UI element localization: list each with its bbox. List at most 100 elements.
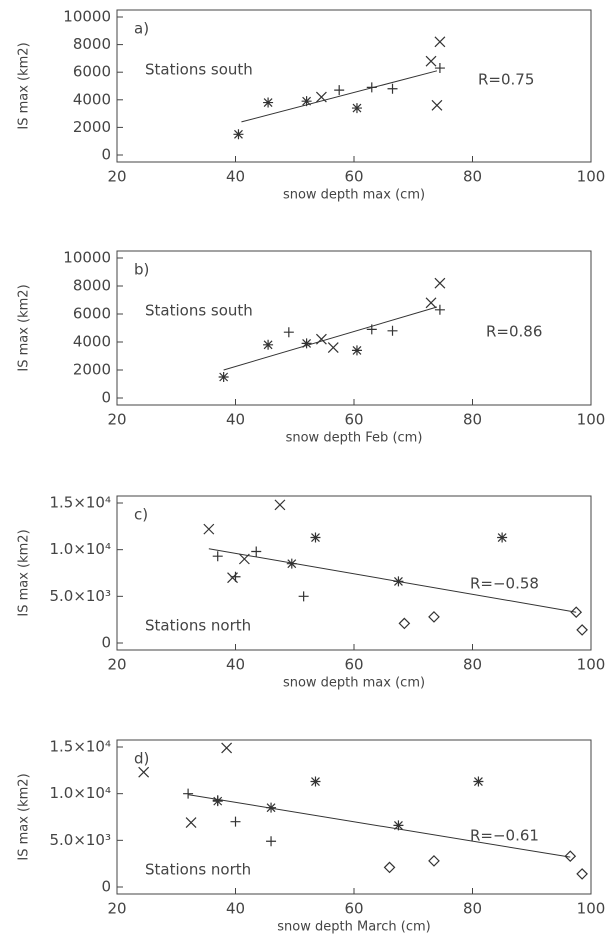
station-label: Stations north <box>145 617 251 635</box>
point-cross <box>434 277 446 289</box>
point-asterisk <box>497 532 508 543</box>
point-cross <box>203 523 215 535</box>
fit-line <box>223 306 438 371</box>
r-label: R=0.75 <box>478 71 534 89</box>
x-tick-label: 40 <box>226 900 245 918</box>
x-tick-label: 80 <box>463 168 482 186</box>
point-plus <box>266 836 277 847</box>
point-asterisk <box>351 103 362 114</box>
point-diamond <box>564 850 577 863</box>
point-asterisk <box>393 820 404 831</box>
point-cross <box>315 333 327 345</box>
point-diamond <box>398 617 411 630</box>
panel-letter: a) <box>134 20 149 38</box>
point-plus <box>298 591 309 602</box>
x-axis-label: snow depth max (cm) <box>283 676 425 691</box>
y-tick-label: 0 <box>101 634 111 652</box>
y-tick-label: 1.5×10⁴ <box>49 738 111 756</box>
point-asterisk <box>263 97 274 108</box>
point-plus <box>434 63 445 74</box>
point-plus <box>387 83 398 94</box>
y-tick-label: 0 <box>101 389 111 407</box>
y-axis-label: IS max (km2) <box>17 42 32 129</box>
station-label: Stations south <box>145 61 253 79</box>
point-asterisk <box>263 339 274 350</box>
y-axis-label: IS max (km2) <box>17 529 32 616</box>
y-tick-label: 6000 <box>73 305 111 323</box>
point-asterisk <box>473 776 484 787</box>
point-plus <box>230 571 241 582</box>
y-tick-label: 1.0×10⁴ <box>49 784 111 802</box>
point-cross <box>327 342 339 354</box>
r-label: R=0.86 <box>486 323 542 341</box>
y-tick-label: 0 <box>101 878 111 896</box>
station-label: Stations south <box>145 302 253 320</box>
x-tick-label: 40 <box>226 656 245 674</box>
x-tick-label: 20 <box>107 168 126 186</box>
panel-letter: d) <box>134 750 149 768</box>
x-axis-label: snow depth March (cm) <box>277 920 430 935</box>
point-plus <box>334 85 345 96</box>
y-axis-label: IS max (km2) <box>17 284 32 371</box>
point-asterisk <box>233 129 244 140</box>
x-axis-label: snow depth Feb (cm) <box>286 431 423 446</box>
point-asterisk <box>286 558 297 569</box>
x-tick-label: 60 <box>344 168 363 186</box>
y-tick-label: 4000 <box>73 90 111 108</box>
point-diamond <box>428 611 440 623</box>
x-tick-label: 80 <box>463 900 482 918</box>
point-diamond <box>570 606 583 619</box>
point-plus <box>434 304 445 315</box>
x-tick-label: 20 <box>107 900 126 918</box>
point-plus <box>251 546 262 557</box>
point-cross <box>274 499 286 511</box>
x-tick-label: 60 <box>344 411 363 429</box>
y-tick-label: 5.0×10³ <box>49 587 111 605</box>
point-plus <box>387 325 398 336</box>
point-cross <box>221 742 233 754</box>
station-label: Stations north <box>145 861 251 879</box>
x-tick-label: 100 <box>577 411 606 429</box>
panel-letter: c) <box>134 506 148 524</box>
point-cross <box>425 55 437 67</box>
point-asterisk <box>301 96 312 107</box>
point-plus <box>283 327 294 338</box>
point-cross <box>425 297 437 309</box>
panel-letter: b) <box>134 261 149 279</box>
x-tick-label: 40 <box>226 411 245 429</box>
point-diamond <box>383 861 396 874</box>
point-asterisk <box>218 372 229 382</box>
y-tick-label: 8000 <box>73 277 111 295</box>
fit-line <box>208 548 577 613</box>
x-tick-label: 80 <box>463 656 482 674</box>
x-tick-label: 100 <box>577 656 606 674</box>
y-tick-label: 10000 <box>63 249 111 267</box>
y-tick-label: 1.0×10⁴ <box>49 540 111 558</box>
point-asterisk <box>301 338 312 349</box>
x-tick-label: 60 <box>344 656 363 674</box>
point-asterisk <box>212 796 223 807</box>
y-tick-label: 1.5×10⁴ <box>49 494 111 512</box>
x-tick-label: 100 <box>577 900 606 918</box>
y-tick-label: 6000 <box>73 63 111 81</box>
y-tick-label: 5.0×10³ <box>49 831 111 849</box>
point-asterisk <box>351 345 362 356</box>
x-tick-label: 80 <box>463 411 482 429</box>
y-tick-label: 10000 <box>63 8 111 26</box>
point-cross <box>185 817 197 829</box>
point-plus <box>183 788 194 799</box>
point-plus <box>212 551 223 562</box>
point-diamond <box>576 624 588 636</box>
y-axis-label: IS max (km2) <box>17 773 32 860</box>
point-asterisk <box>310 776 321 787</box>
x-tick-label: 60 <box>344 900 363 918</box>
x-axis-label: snow depth max (cm) <box>283 188 425 203</box>
x-tick-label: 100 <box>577 168 606 186</box>
y-tick-label: 4000 <box>73 333 111 351</box>
point-diamond <box>428 855 440 867</box>
point-cross <box>434 36 446 48</box>
point-plus <box>230 816 241 827</box>
x-tick-label: 20 <box>107 411 126 429</box>
y-tick-label: 0 <box>101 146 111 164</box>
